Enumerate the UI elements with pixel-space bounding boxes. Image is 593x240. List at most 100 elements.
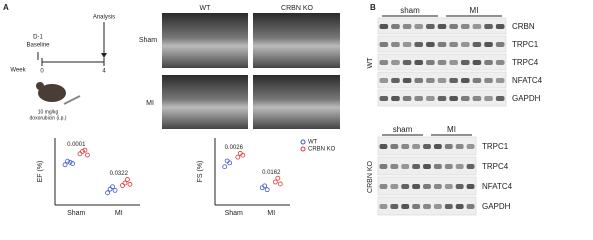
dot bbox=[105, 190, 110, 196]
band bbox=[401, 164, 410, 169]
band bbox=[472, 96, 482, 101]
band bbox=[402, 78, 412, 83]
band bbox=[401, 204, 410, 209]
band bbox=[391, 42, 400, 47]
x-tick-label: MI bbox=[267, 210, 275, 217]
band bbox=[426, 60, 435, 65]
syringe bbox=[63, 95, 81, 105]
protein-label: NFATC4 bbox=[512, 76, 543, 85]
band bbox=[437, 60, 447, 65]
band bbox=[449, 24, 458, 29]
p-value: 0.0001 bbox=[67, 142, 86, 148]
protein-label: TRPC4 bbox=[512, 58, 539, 67]
dot bbox=[62, 162, 68, 168]
band bbox=[390, 204, 399, 209]
timeline-text: 10 mg/kg bbox=[38, 109, 59, 115]
band bbox=[449, 96, 458, 101]
dot bbox=[275, 175, 281, 181]
band bbox=[433, 144, 442, 149]
echo-image bbox=[162, 13, 248, 68]
band bbox=[391, 78, 400, 83]
band bbox=[402, 96, 412, 101]
dot bbox=[120, 183, 125, 188]
group-label: MI bbox=[470, 6, 479, 15]
band bbox=[423, 144, 431, 149]
band bbox=[379, 184, 388, 189]
protein-label: TRPC4 bbox=[482, 162, 509, 171]
protein-label: TRPC1 bbox=[512, 40, 539, 49]
band bbox=[472, 60, 482, 65]
timeline-text: Analysis bbox=[93, 15, 115, 21]
dot bbox=[272, 179, 278, 185]
band bbox=[495, 96, 505, 101]
band bbox=[433, 164, 442, 169]
legend-marker bbox=[300, 146, 306, 152]
protein-label: CRBN bbox=[512, 22, 535, 31]
band bbox=[484, 24, 493, 29]
band bbox=[466, 144, 475, 149]
dot bbox=[122, 180, 128, 186]
dot bbox=[240, 152, 246, 158]
band bbox=[449, 42, 458, 47]
dot bbox=[264, 187, 270, 193]
column-label: WT bbox=[200, 5, 212, 12]
group-label: MI bbox=[447, 125, 456, 134]
band bbox=[484, 78, 493, 83]
band bbox=[390, 184, 399, 189]
band bbox=[433, 204, 442, 209]
band bbox=[423, 164, 431, 169]
band bbox=[379, 60, 389, 65]
band bbox=[460, 42, 470, 47]
dot bbox=[277, 181, 283, 187]
p-value: 0.0026 bbox=[225, 145, 244, 151]
protein-label: TRPC1 bbox=[482, 142, 509, 151]
band bbox=[426, 96, 435, 101]
genotype-label: WT bbox=[367, 57, 374, 69]
y-axis-label: EF (%) bbox=[37, 161, 44, 183]
dot bbox=[65, 158, 70, 164]
band bbox=[466, 184, 475, 189]
band bbox=[390, 164, 399, 169]
row-label: MI bbox=[146, 100, 154, 107]
band bbox=[444, 184, 453, 189]
group-label: sham bbox=[400, 6, 420, 15]
timeline-text: 4 bbox=[102, 69, 106, 75]
band bbox=[379, 144, 388, 149]
band bbox=[379, 96, 389, 101]
dot bbox=[80, 148, 85, 154]
band bbox=[426, 24, 435, 29]
band bbox=[472, 42, 482, 47]
protein-label: NFATC4 bbox=[482, 182, 513, 191]
timeline-text: Baseline bbox=[26, 43, 50, 49]
band bbox=[414, 42, 424, 47]
band bbox=[484, 96, 493, 101]
panel-label: A bbox=[3, 3, 9, 12]
band bbox=[412, 164, 421, 169]
p-value: 0.0162 bbox=[262, 170, 281, 176]
band bbox=[390, 144, 399, 149]
legend-text: CRBN KO bbox=[308, 147, 336, 153]
arrow-head bbox=[101, 53, 107, 58]
dot bbox=[227, 160, 233, 166]
band bbox=[466, 164, 475, 169]
band bbox=[401, 184, 410, 189]
x-tick-label: Sham bbox=[225, 210, 243, 217]
band bbox=[495, 78, 505, 83]
band bbox=[437, 42, 447, 47]
band bbox=[379, 42, 389, 47]
column-label: CRBN KO bbox=[281, 5, 313, 12]
band bbox=[379, 24, 389, 29]
band bbox=[472, 78, 482, 83]
band bbox=[414, 60, 424, 65]
band bbox=[455, 204, 464, 209]
band bbox=[414, 96, 424, 101]
band bbox=[402, 42, 412, 47]
band bbox=[495, 42, 505, 47]
band bbox=[460, 24, 470, 29]
dot bbox=[235, 154, 241, 160]
band bbox=[449, 78, 458, 83]
x-tick-label: MI bbox=[115, 210, 123, 217]
timeline-text: 0 bbox=[40, 69, 44, 75]
band bbox=[426, 42, 435, 47]
band bbox=[455, 164, 464, 169]
